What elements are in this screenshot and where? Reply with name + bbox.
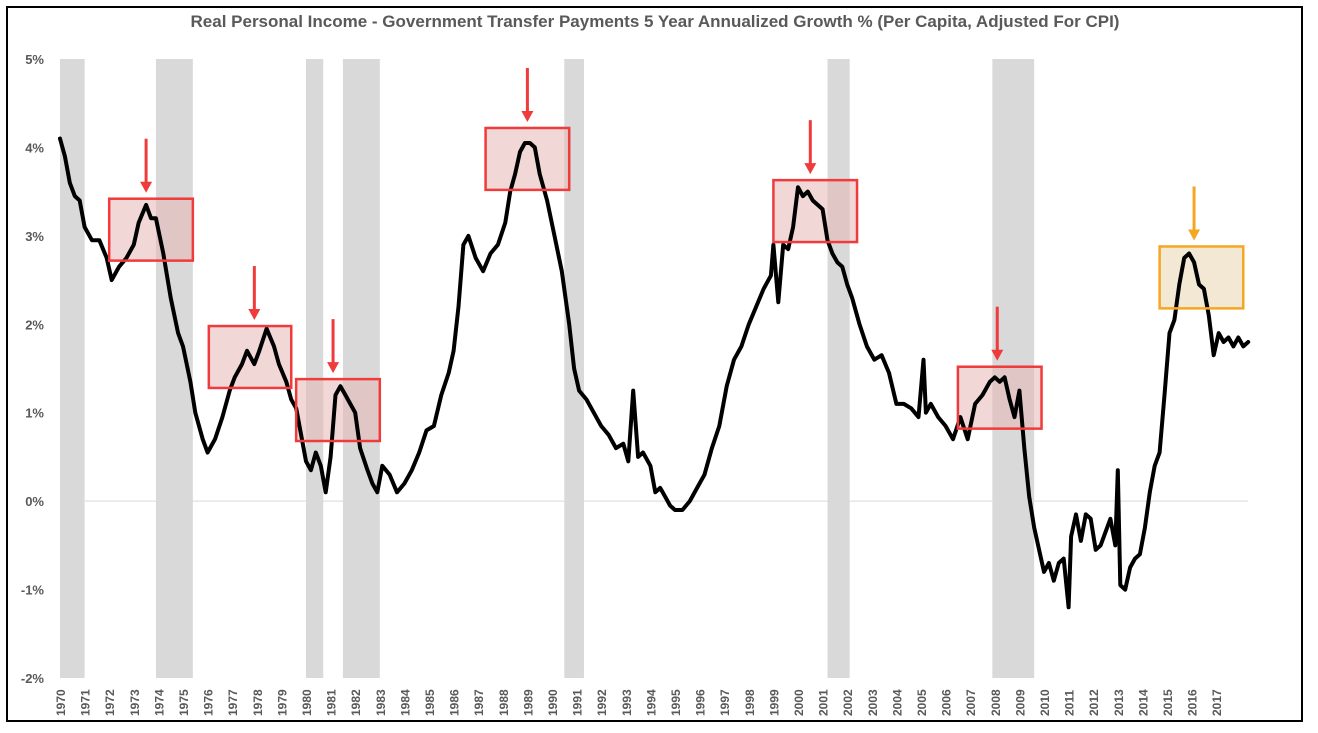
x-tick-label: 1976 <box>202 689 216 716</box>
series-group <box>58 136 1251 610</box>
x-tick-label: 1983 <box>374 689 388 716</box>
x-tick-label: 1975 <box>177 689 191 716</box>
x-tick-label: 1971 <box>79 689 93 716</box>
x-tick-label: 1987 <box>472 689 486 716</box>
highlight-borders <box>107 126 1245 443</box>
x-tick-label: 1999 <box>767 689 781 716</box>
x-tick-label: 1993 <box>620 689 634 716</box>
arrow-head <box>521 110 534 122</box>
y-tick-label: 5% <box>25 52 44 67</box>
highlight-box-border <box>107 197 195 262</box>
arrows <box>140 67 1201 374</box>
x-tick-label: 1995 <box>669 689 683 716</box>
recession-band <box>342 59 380 678</box>
highlight-box-border <box>484 126 571 192</box>
highlight-box <box>109 198 193 261</box>
highlight-box-border <box>294 377 382 443</box>
series-line <box>58 136 1251 610</box>
x-tick-label: 1989 <box>521 689 535 716</box>
x-tick-label: 1994 <box>644 689 658 716</box>
x-tick-label: 1981 <box>325 689 339 716</box>
x-tick-label: 1978 <box>251 689 265 716</box>
recession-band <box>827 59 850 678</box>
highlight-box <box>485 127 570 190</box>
x-tick-label: 2009 <box>1013 689 1027 716</box>
x-tick-label: 2001 <box>817 689 831 716</box>
x-tick-label: 1980 <box>300 689 314 716</box>
arrow-head <box>991 349 1004 361</box>
x-tick-label: 1982 <box>349 689 363 716</box>
y-tick-label: 2% <box>25 317 44 332</box>
x-tick-label: 2014 <box>1136 689 1150 716</box>
x-tick-label: 2017 <box>1210 689 1224 716</box>
highlight-box <box>773 180 858 243</box>
arrow-head <box>804 163 817 175</box>
x-tick-label: 1988 <box>497 689 511 716</box>
x-tick-label: 2004 <box>890 689 904 716</box>
x-tick-label: 1977 <box>226 689 240 716</box>
arrow-head <box>327 362 340 374</box>
x-tick-label: 1986 <box>448 689 462 716</box>
x-tick-label: 1985 <box>423 689 437 716</box>
highlight-box-border <box>207 324 293 390</box>
x-tick-label: 1970 <box>54 689 68 716</box>
x-tick-label: 1998 <box>743 689 757 716</box>
x-tick-label: 1991 <box>571 689 585 716</box>
x-tick-label: 1984 <box>398 689 412 716</box>
x-tick-label: 2008 <box>989 689 1003 716</box>
arrow-head <box>1188 229 1201 241</box>
y-tick-label: 0% <box>25 494 44 509</box>
x-tick-label: 1997 <box>718 689 732 716</box>
arrow-head <box>140 181 153 193</box>
x-tick-label: 2000 <box>792 689 806 716</box>
x-tick-label: 1972 <box>103 689 117 716</box>
highlight-box-border <box>772 178 859 244</box>
x-tick-label: 2003 <box>866 689 880 716</box>
x-tick-label: 2016 <box>1186 689 1200 716</box>
x-tick-label: 2012 <box>1087 689 1101 716</box>
x-tick-label: 1996 <box>694 689 708 716</box>
y-tick-label: -1% <box>21 583 45 598</box>
x-tick-label: 2011 <box>1063 690 1077 716</box>
y-axis-ticks: 5% 4% 3% 2% 1% 0% -1% -2% <box>21 52 45 686</box>
y-tick-label: 4% <box>25 140 44 155</box>
x-tick-label: 1990 <box>546 689 560 716</box>
x-axis-ticks: 1970 1971 1972 1973 1974 1975 1976 1977 1978 1979… <box>54 689 1224 716</box>
x-tick-label: 2006 <box>940 689 954 716</box>
x-tick-label: 2015 <box>1161 689 1175 716</box>
highlight-boxes <box>109 127 1244 442</box>
y-tick-label: -2% <box>21 671 45 686</box>
y-tick-label: 3% <box>25 229 44 244</box>
recession-band <box>306 59 324 678</box>
x-tick-label: 1979 <box>275 689 289 716</box>
x-tick-label: 2013 <box>1112 689 1126 716</box>
highlight-box-border <box>1158 245 1245 310</box>
chart-title: Real Personal Income - Government Transf… <box>190 12 1120 31</box>
x-tick-label: 1973 <box>128 689 142 716</box>
arrow-head <box>248 309 261 321</box>
highlight-box <box>1159 246 1244 309</box>
x-tick-label: 1974 <box>152 689 166 716</box>
x-tick-label: 1992 <box>595 689 609 716</box>
x-tick-label: 2007 <box>964 689 978 716</box>
recession-bands <box>60 59 1035 678</box>
x-tick-label: 2010 <box>1038 689 1052 716</box>
x-tick-label: 2002 <box>841 689 855 716</box>
y-tick-label: 1% <box>25 406 44 421</box>
x-tick-label: 2005 <box>915 689 929 716</box>
highlight-box-border <box>956 365 1043 430</box>
